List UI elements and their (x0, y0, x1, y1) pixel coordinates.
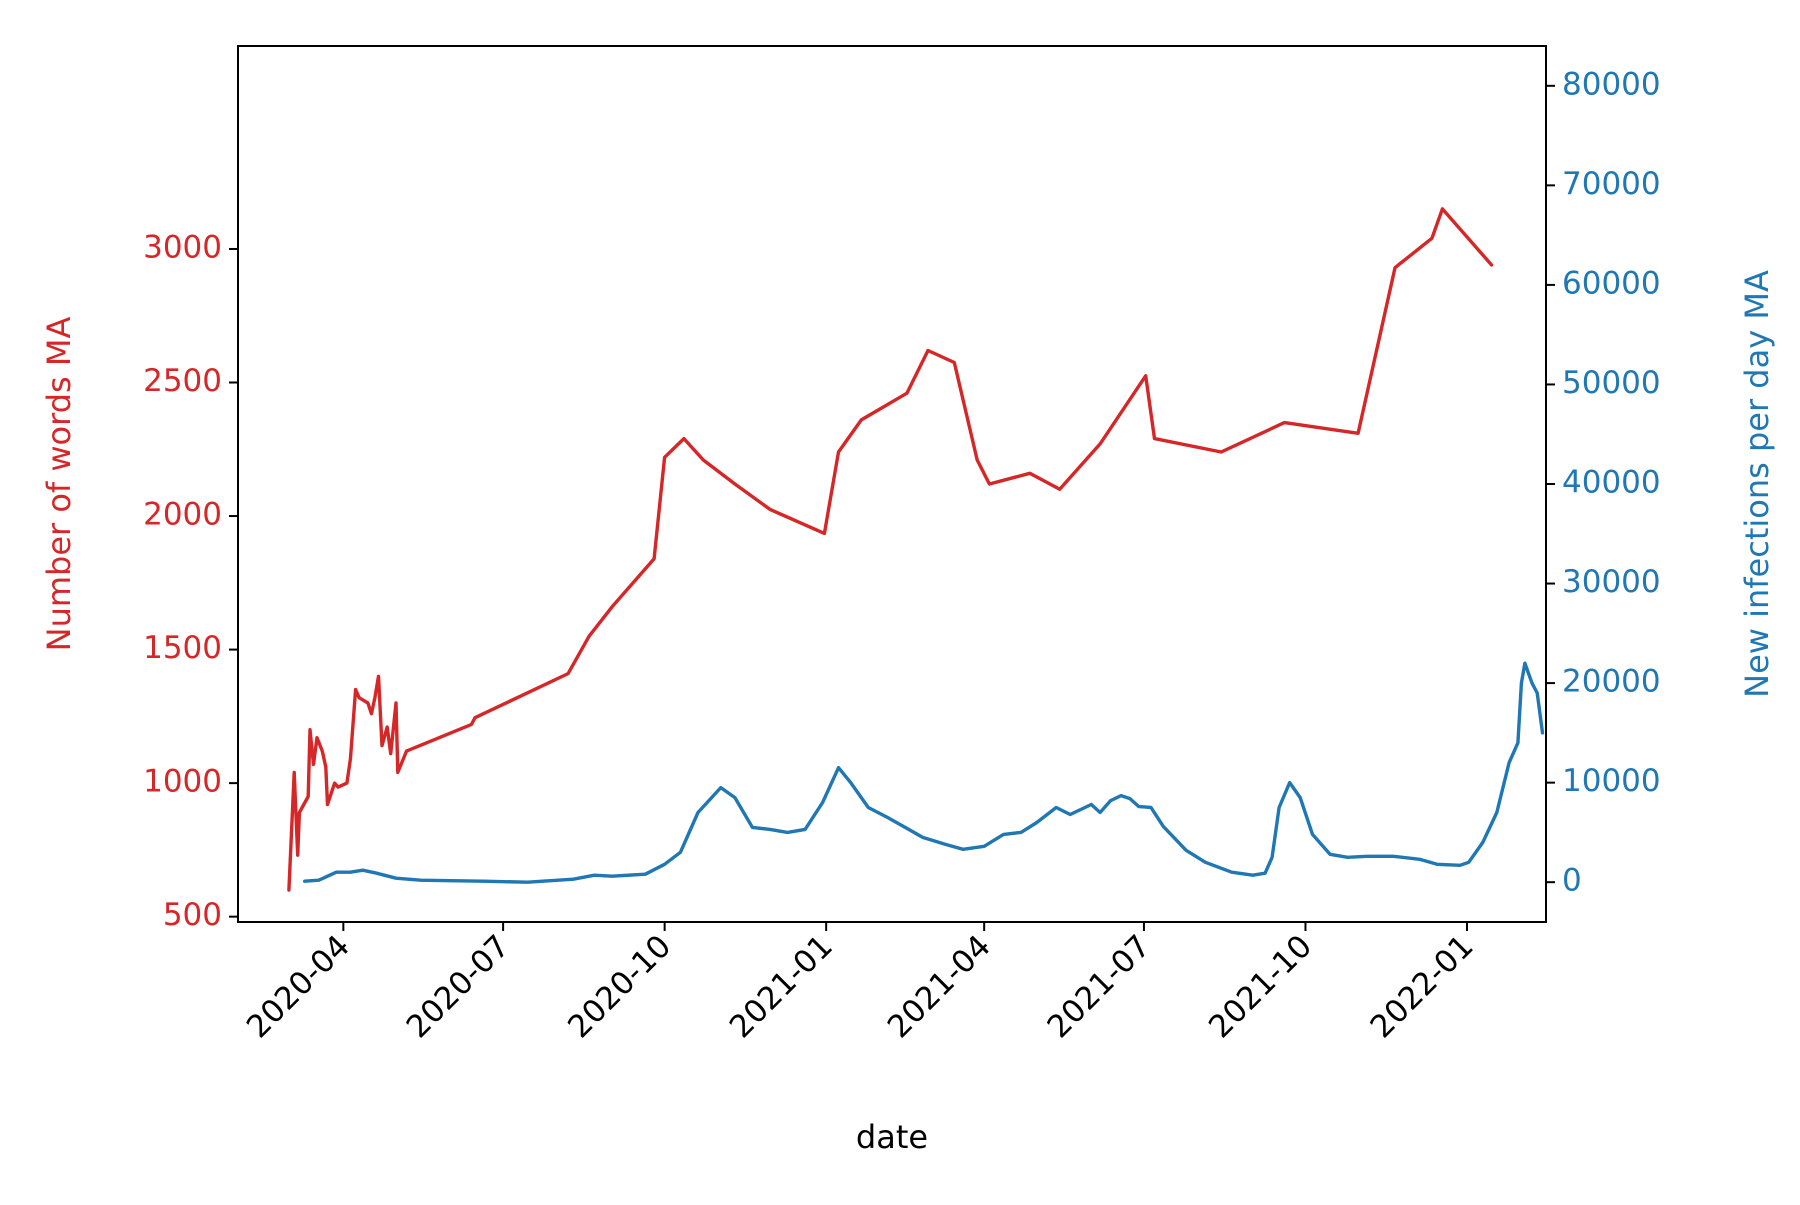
left-tick-label: 2000 (143, 497, 222, 533)
left-tick-label: 2500 (143, 363, 222, 399)
right-tick-label: 0 (1562, 863, 1582, 899)
right-tick-label: 70000 (1562, 166, 1661, 202)
left-axis-title: Number of words MA (40, 317, 78, 652)
x-axis-title: date (856, 1118, 928, 1156)
right-tick-label: 60000 (1562, 265, 1661, 301)
right-tick-label: 10000 (1562, 763, 1661, 799)
left-tick-label: 1500 (143, 630, 222, 666)
right-y-axis: 0 10000 20000 30000 40000 50000 60000 70000 8000… (1546, 66, 1661, 899)
right-tick-label: 30000 (1562, 564, 1661, 600)
left-tick-label: 3000 (143, 229, 222, 265)
left-y-axis: 500 1000 1500 2000 2500 3000 (143, 229, 238, 933)
right-axis-title: New infections per day MA (1738, 270, 1776, 698)
plot-area (287, 207, 1545, 892)
right-tick-label: 50000 (1562, 365, 1661, 401)
words-line-series (287, 207, 1494, 892)
right-tick-label: 40000 (1562, 465, 1661, 501)
right-tick-label: 20000 (1562, 664, 1661, 700)
right-tick-label: 80000 (1562, 66, 1661, 102)
left-tick-label: 1000 (143, 764, 222, 800)
infections-line-series (303, 661, 1545, 884)
left-tick-label: 500 (163, 897, 222, 933)
